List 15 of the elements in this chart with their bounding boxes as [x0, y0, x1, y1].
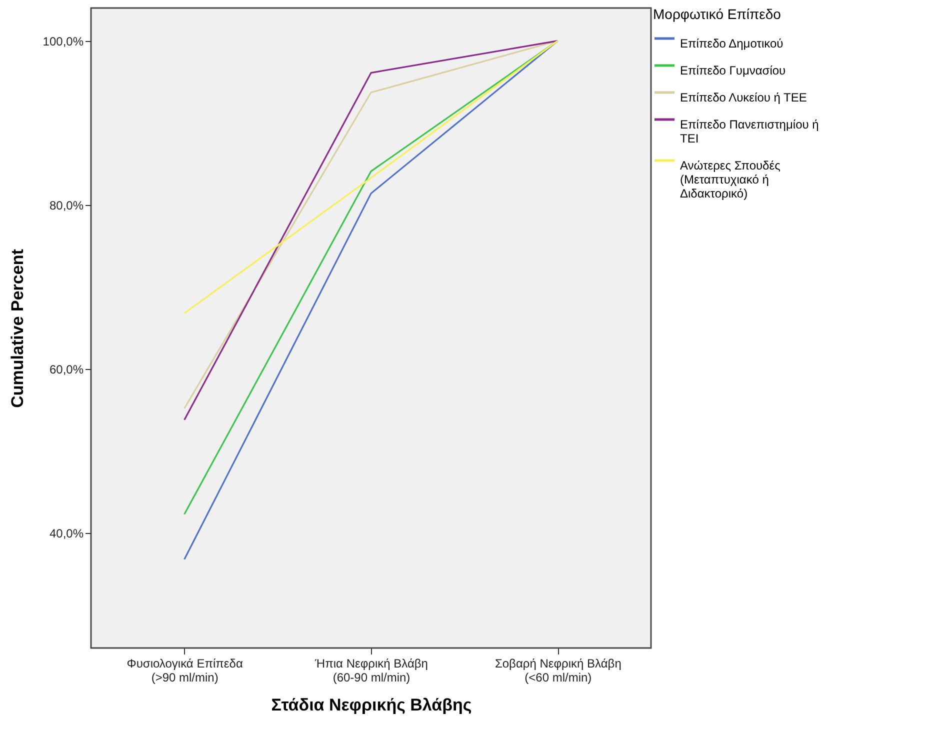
legend-label: Ανώτερες Σπουδές (Μεταπτυχιακό ή Διδακτορικό): [680, 158, 781, 200]
y-tick-label: 60,0%: [49, 362, 84, 377]
x-tick-label: Ήπια Νεφρική Βλάβη (60-90 ml/min): [314, 656, 428, 684]
y-tick-label: 80,0%: [49, 198, 84, 212]
legend-title: Μορφωτικό Επίπεδο: [653, 6, 782, 22]
x-tick-label: Φυσιολογικά Επίπεδα (>90 ml/min): [126, 656, 243, 684]
y-axis-title: Cumulative Percent: [8, 248, 27, 408]
legend-label: Επίπεδο Γυμνασίου: [680, 64, 786, 78]
legend-label: Επίπεδο Λυκείου ή ΤΕΕ: [680, 90, 807, 104]
y-tick-label: 100,0%: [42, 34, 84, 48]
legend-label: Επίπεδο Πανεπιστημίου ή ΤΕΙ: [680, 118, 819, 146]
legend-label: Επίπεδο Δημοτικού: [680, 36, 784, 50]
y-tick-label: 40,0%: [49, 526, 84, 541]
x-tick-label: Σοβαρή Νεφρική Βλάβη (<60 ml/min): [494, 656, 622, 684]
x-axis-title: Στάδια Νεφρικής Βλάβης: [271, 696, 472, 714]
